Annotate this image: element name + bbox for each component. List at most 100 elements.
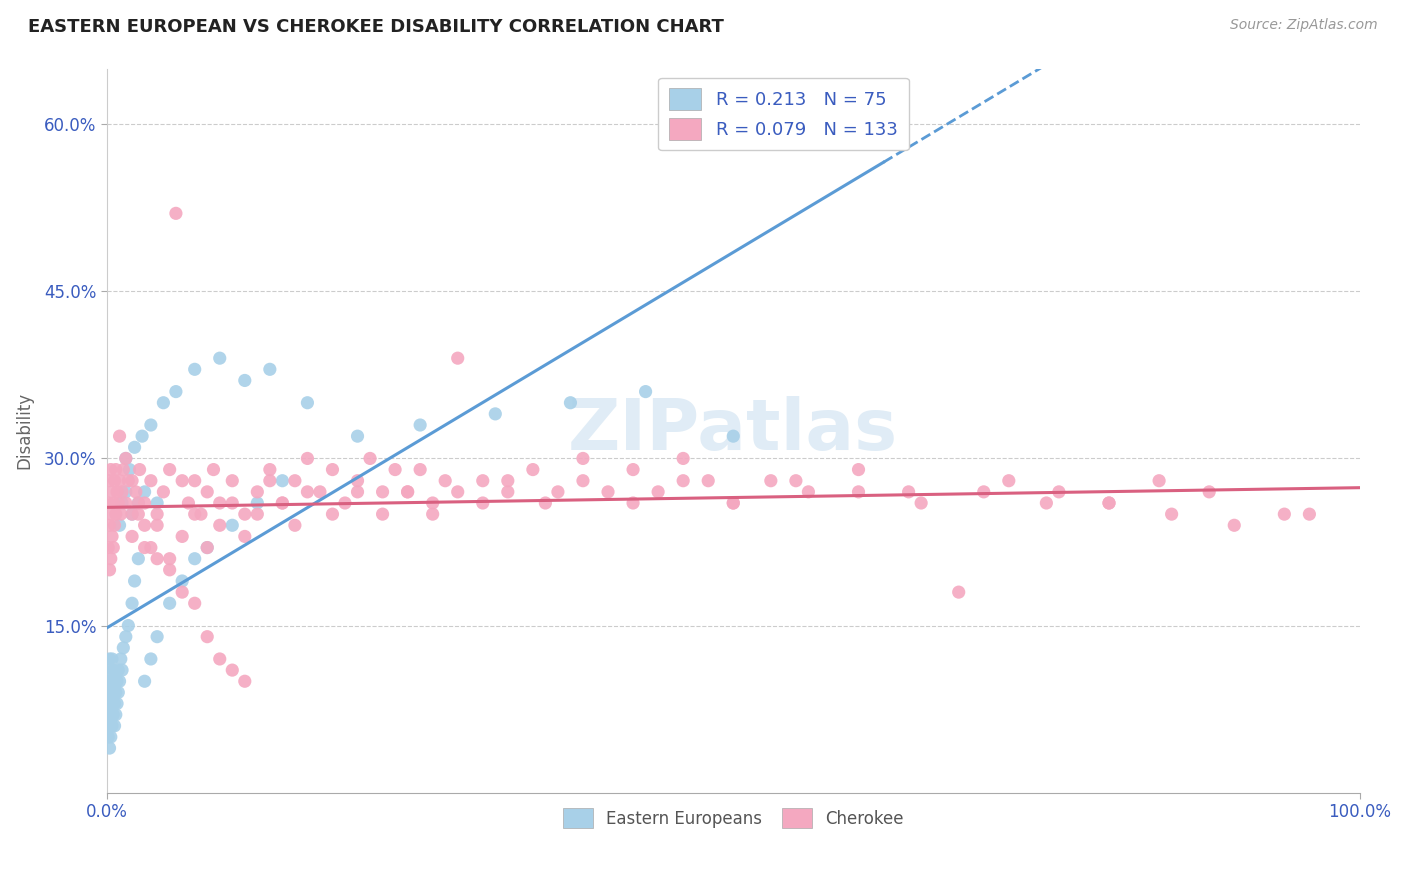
Point [321, 462, 343, 476]
Point [103, 697, 125, 711]
Point [848, 462, 870, 476]
Point [998, 474, 1021, 488]
Point [134, 484, 156, 499]
Point [165, 206, 187, 220]
Point [233, 529, 256, 543]
Point [103, 474, 125, 488]
Point [108, 429, 131, 443]
Point [98, 563, 121, 577]
Point [152, 484, 174, 499]
Point [112, 640, 135, 655]
Point [114, 496, 136, 510]
Point [101, 484, 124, 499]
Point [221, 474, 243, 488]
Point [100, 730, 122, 744]
Point [471, 496, 494, 510]
Point [107, 663, 129, 677]
Point [146, 518, 169, 533]
Point [146, 630, 169, 644]
Point [111, 496, 134, 510]
Point [409, 417, 432, 432]
Point [159, 596, 181, 610]
Point [183, 596, 205, 610]
Point [146, 551, 169, 566]
Point [97, 496, 120, 510]
Point [973, 484, 995, 499]
Point [1098, 496, 1121, 510]
Point [759, 474, 782, 488]
Point [897, 484, 920, 499]
Point [785, 474, 807, 488]
Point [139, 652, 162, 666]
Point [131, 429, 153, 443]
Point [496, 474, 519, 488]
Point [333, 496, 356, 510]
Point [1160, 507, 1182, 521]
Point [105, 697, 128, 711]
Point [100, 674, 122, 689]
Point [183, 474, 205, 488]
Point [534, 496, 557, 510]
Point [98, 697, 121, 711]
Point [259, 474, 281, 488]
Point [124, 440, 146, 454]
Point [121, 507, 143, 521]
Point [621, 462, 644, 476]
Point [98, 518, 121, 533]
Point [596, 484, 619, 499]
Point [172, 574, 194, 588]
Point [134, 496, 156, 510]
Point [522, 462, 544, 476]
Point [208, 351, 231, 366]
Point [697, 474, 720, 488]
Point [422, 507, 444, 521]
Point [233, 507, 256, 521]
Point [100, 707, 122, 722]
Point [159, 563, 181, 577]
Point [797, 484, 820, 499]
Point [434, 474, 457, 488]
Point [271, 496, 294, 510]
Point [127, 507, 149, 521]
Point [346, 474, 368, 488]
Point [104, 707, 127, 722]
Point [848, 484, 870, 499]
Point [297, 484, 319, 499]
Point [246, 496, 269, 510]
Point [371, 507, 394, 521]
Point [146, 507, 169, 521]
Point [98, 663, 121, 677]
Point [100, 462, 122, 476]
Point [647, 484, 669, 499]
Point [105, 484, 128, 499]
Point [672, 451, 695, 466]
Point [221, 663, 243, 677]
Point [146, 496, 169, 510]
Point [396, 484, 419, 499]
Point [195, 630, 218, 644]
Point [100, 551, 122, 566]
Point [108, 674, 131, 689]
Point [159, 462, 181, 476]
Point [134, 541, 156, 555]
Point [98, 474, 121, 488]
Point [1223, 518, 1246, 533]
Point [103, 719, 125, 733]
Point [1272, 507, 1295, 521]
Point [103, 685, 125, 699]
Point [233, 374, 256, 388]
Point [114, 484, 136, 499]
Point [246, 484, 269, 499]
Point [101, 652, 124, 666]
Point [297, 395, 319, 409]
Point [195, 541, 218, 555]
Point [723, 496, 745, 510]
Point [98, 652, 121, 666]
Point [100, 507, 122, 521]
Point [104, 685, 127, 699]
Point [172, 529, 194, 543]
Point [208, 652, 231, 666]
Point [484, 407, 506, 421]
Point [172, 474, 194, 488]
Point [110, 652, 132, 666]
